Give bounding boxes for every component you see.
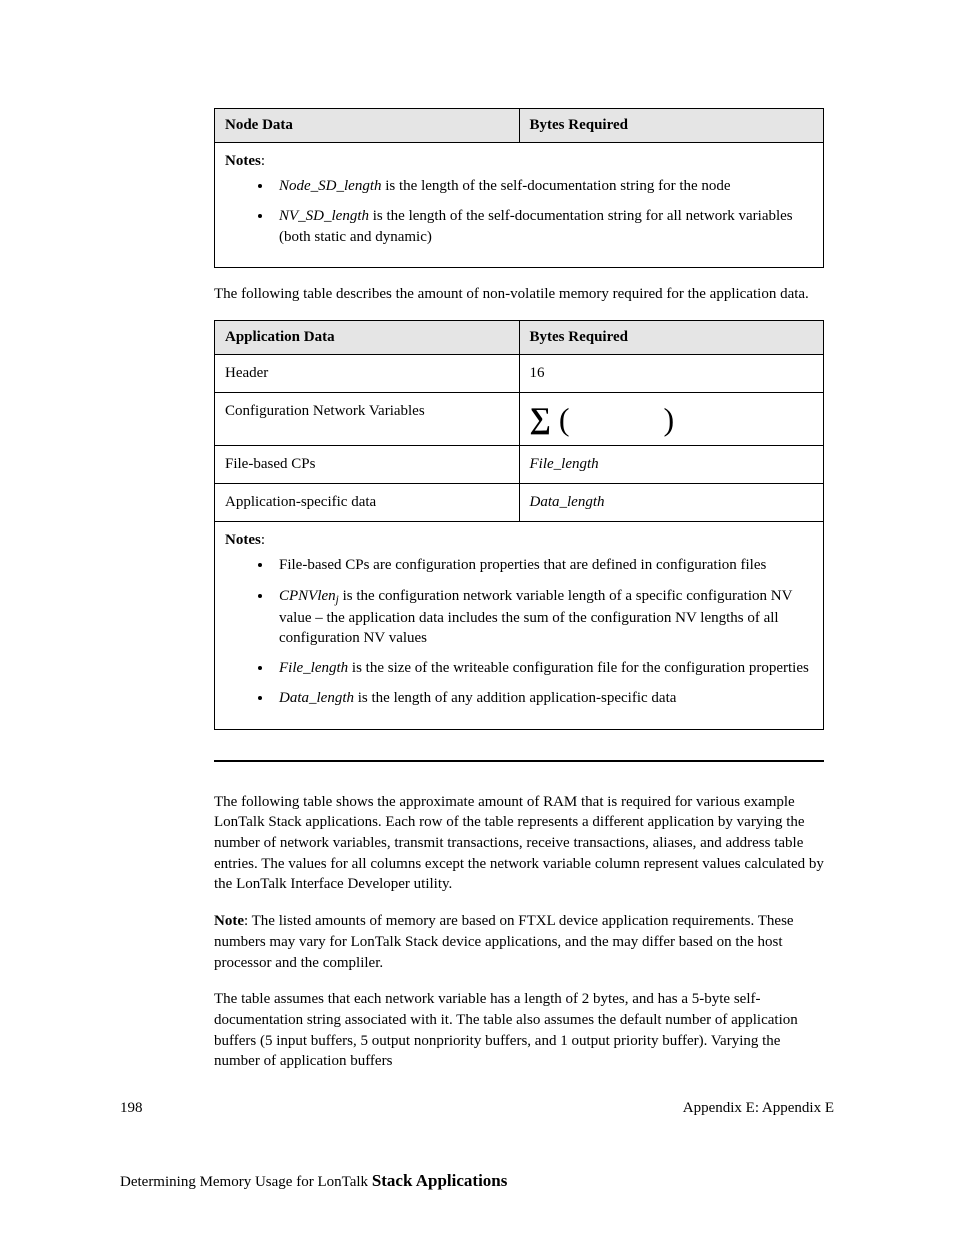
note-bold: Note [214,913,244,929]
paragraph: The table assumes that each network vari… [214,989,824,1072]
note-text: is the configuration network variable le… [279,588,792,646]
paragraph: Note: The listed amounts of memory are b… [214,911,824,973]
list-item: NV_SD_length is the length of the self-d… [273,206,813,247]
table2-header-1: Bytes Required [519,321,824,355]
table-row: Application-specific data Data_length [215,484,824,522]
close-paren-icon: ) [664,403,675,435]
list-item: File-based CPs are configuration propert… [273,555,813,575]
sigma-icon: ∑ [530,404,551,434]
term: Node_SD_length [279,178,382,194]
row-value: ∑ ( ) [519,393,824,446]
term: File_length [279,660,348,676]
table2-header-0: Application Data [215,321,520,355]
page-footer: 198 Appendix E: Appendix E [120,1100,834,1117]
paragraph: The following table shows the approximat… [214,792,824,895]
table1-notes-list: Node_SD_length is the length of the self… [225,176,813,247]
row-label: Configuration Network Variables [215,393,520,446]
term: NV_SD_length [279,208,369,224]
table-row: File-based CPs File_length [215,446,824,484]
note-text: File-based CPs are configuration propert… [279,557,766,573]
table2-notes-cell: Notes: File-based CPs are configuration … [215,522,824,729]
note-text: is the length of the self-documentation … [382,178,731,194]
list-item: File_length is the size of the writeable… [273,658,813,678]
running-footer-title: Determining Memory Usage for LonTalk Sta… [120,1171,507,1191]
page-number: 198 [120,1100,143,1117]
node-data-table: Node Data Bytes Required Notes: Node_SD_… [214,108,824,268]
table2-notes-list: File-based CPs are configuration propert… [225,555,813,708]
row-value: 16 [519,355,824,393]
list-item: Data_length is the length of any additio… [273,688,813,708]
note-text: is the length of any addition applicatio… [354,690,676,706]
row-label: Header [215,355,520,393]
table1-notes-cell: Notes: Node_SD_length is the length of t… [215,143,824,268]
row-value: File_length [519,446,824,484]
appendix-label: Appendix E: Appendix E [683,1100,834,1117]
notes-label: Notes [225,532,261,548]
list-item: Node_SD_length is the length of the self… [273,176,813,196]
row-label: File-based CPs [215,446,520,484]
table1-header-0: Node Data [215,109,520,143]
list-item: CPNVlenj is the configuration network va… [273,586,813,649]
term: Data_length [279,690,354,706]
term: CPNVlen [279,588,336,604]
title-bold: Stack Applications [372,1171,508,1190]
row-value: Data_length [519,484,824,522]
note-rest: : The listed amounts of memory are based… [214,913,794,970]
table-row: Configuration Network Variables ∑ ( ) [215,393,824,446]
application-data-table: Application Data Bytes Required Header 1… [214,320,824,729]
notes-label: Notes [225,153,261,169]
sigma-formula: ∑ ( ) [530,403,675,435]
row-label: Application-specific data [215,484,520,522]
title-pre: Determining Memory Usage for LonTalk [120,1174,372,1190]
paragraph: The following table describes the amount… [214,284,824,305]
table1-header-1: Bytes Required [519,109,824,143]
open-paren-icon: ( [559,403,570,435]
section-divider [214,760,824,762]
table-row: Header 16 [215,355,824,393]
note-text: is the size of the writeable configurati… [348,660,809,676]
